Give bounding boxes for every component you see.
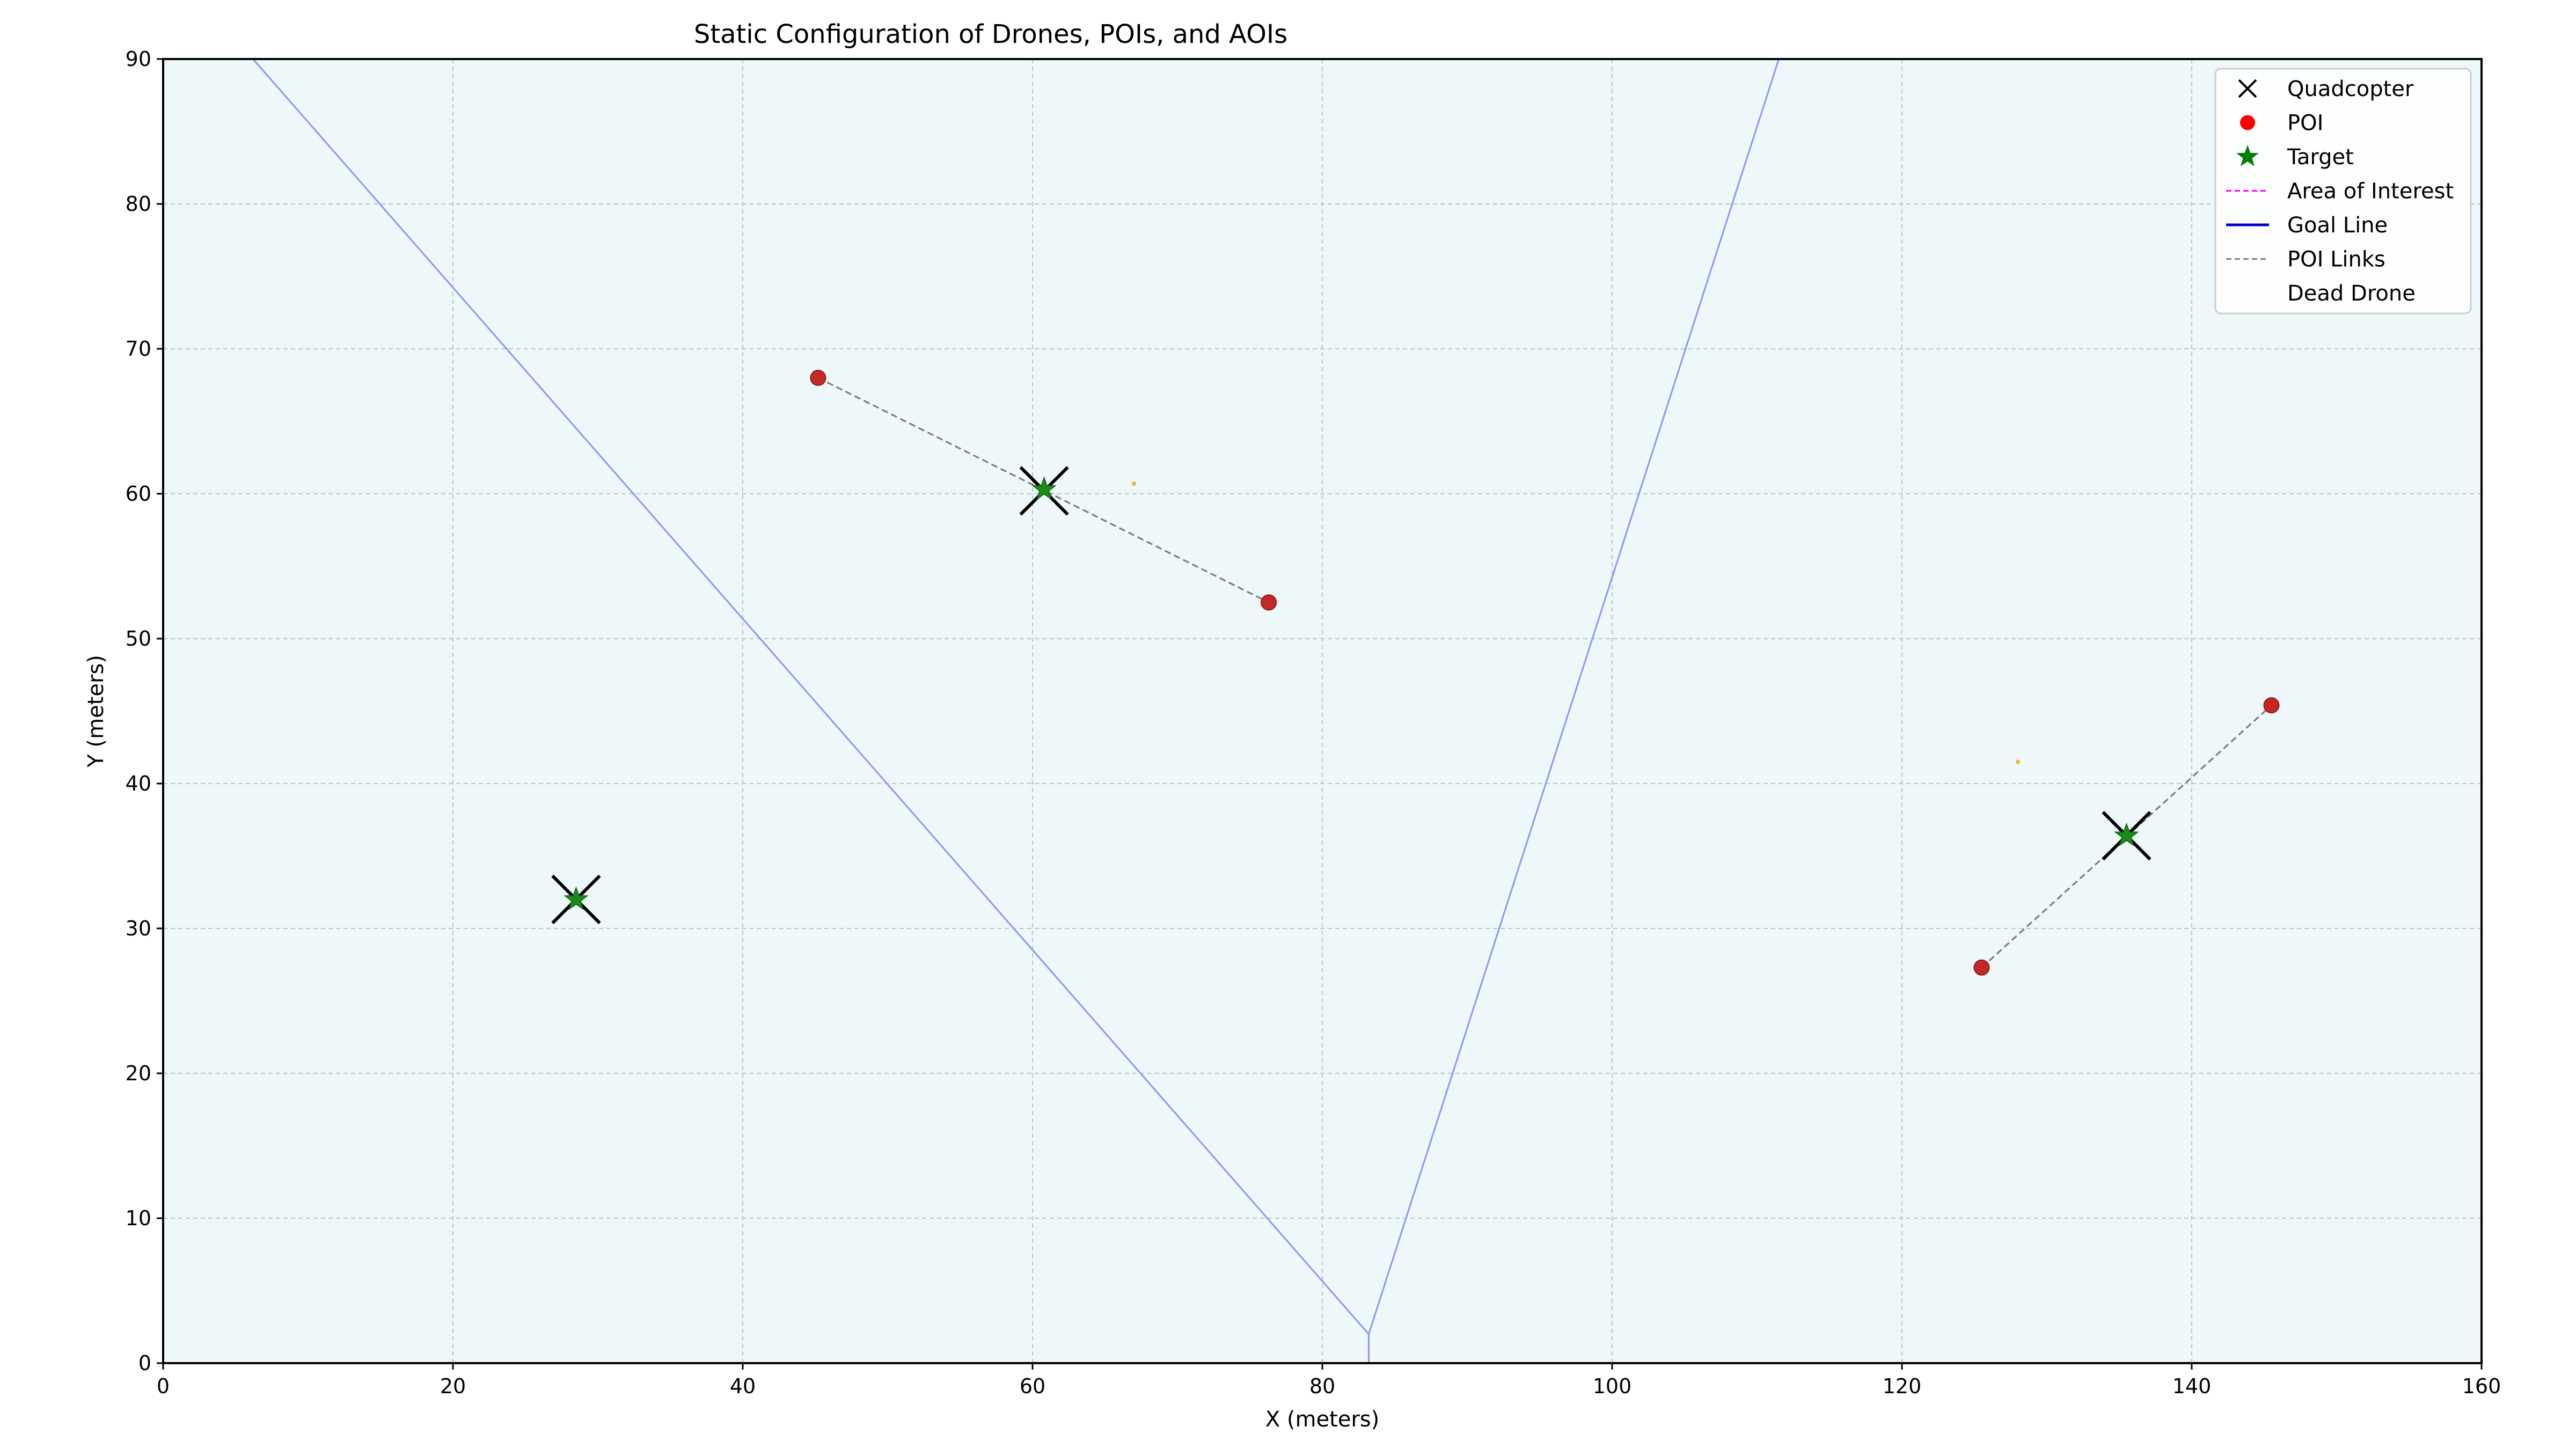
plot-area (163, 59, 2482, 1363)
poi-markers (810, 370, 2280, 976)
y-tick-label: 50 (126, 627, 151, 650)
small-markers (1132, 481, 2020, 764)
boundary-line (252, 58, 1370, 1335)
grid (163, 58, 2482, 1364)
x-tick-label: 60 (1020, 1374, 1045, 1398)
legend-circle-icon (2240, 115, 2255, 130)
poi-point (1261, 594, 1277, 611)
legend-label: POI Links (2287, 247, 2385, 272)
x-tick-label: 100 (1593, 1374, 1632, 1398)
x-tick-label: 120 (1883, 1374, 1922, 1398)
y-tick-label: 90 (126, 47, 151, 71)
legend-item: Target (2236, 145, 2354, 170)
x-axis-label: X (meters) (1265, 1407, 1379, 1432)
legend-item: Area of Interest (2226, 179, 2454, 204)
small-marker (2016, 759, 2020, 764)
target-marker (2114, 822, 2139, 846)
poi-link (817, 377, 1269, 603)
y-tick-label: 0 (138, 1351, 151, 1375)
y-tick-label: 20 (126, 1062, 151, 1085)
x-tick-label: 80 (1309, 1374, 1335, 1398)
y-axis-label: Y (meters) (84, 655, 108, 768)
poi-point (1973, 959, 1990, 976)
small-marker (1132, 481, 1136, 486)
boundary-line (1367, 58, 1780, 1335)
x-tick-label: 160 (2462, 1374, 2501, 1398)
poi-point (2263, 697, 2280, 714)
legend-label: Area of Interest (2287, 179, 2454, 204)
x-tick-label: 40 (730, 1374, 756, 1398)
legend-label: Goal Line (2287, 213, 2388, 238)
legend-item: Goal Line (2226, 213, 2388, 238)
y-tick-label: 40 (126, 772, 151, 795)
y-tick-label: 70 (126, 337, 151, 361)
legend-label: Quadcopter (2287, 77, 2414, 101)
legend-x-icon (2238, 79, 2257, 98)
y-tick-label: 80 (126, 192, 151, 216)
x-tick-label: 0 (157, 1374, 170, 1398)
legend-star-icon (2236, 145, 2259, 166)
legend: Quadcopter POI Target Area of Interest Goal … (2214, 68, 2472, 314)
legend-box (2214, 68, 2472, 314)
axis-ticks: 0 20 40 60 80 100 120 140 160 0 10 20 30 40 50 60 70 80 90 (126, 47, 2501, 1398)
x-tick-label: 140 (2172, 1374, 2212, 1398)
legend-label: Dead Drone (2287, 281, 2416, 306)
legend-label: Target (2287, 145, 2354, 170)
legend-item: Quadcopter (2238, 77, 2414, 101)
target-marker (564, 886, 589, 910)
legend-item: Dead Drone (2287, 281, 2416, 306)
target-markers (564, 476, 2139, 910)
x-tick-label: 20 (440, 1374, 466, 1398)
poi-point (810, 370, 826, 386)
y-tick-label: 60 (126, 482, 151, 506)
y-tick-label: 10 (126, 1206, 151, 1230)
target-marker (1031, 476, 1057, 500)
y-tick-label: 30 (126, 917, 151, 940)
chart-title: Static Configuration of Drones, POIs, an… (694, 19, 1287, 49)
legend-item: POI Links (2226, 247, 2385, 272)
boundary-lines (252, 58, 1780, 1363)
legend-label: POI (2287, 111, 2323, 136)
legend-item: POI (2240, 111, 2323, 136)
